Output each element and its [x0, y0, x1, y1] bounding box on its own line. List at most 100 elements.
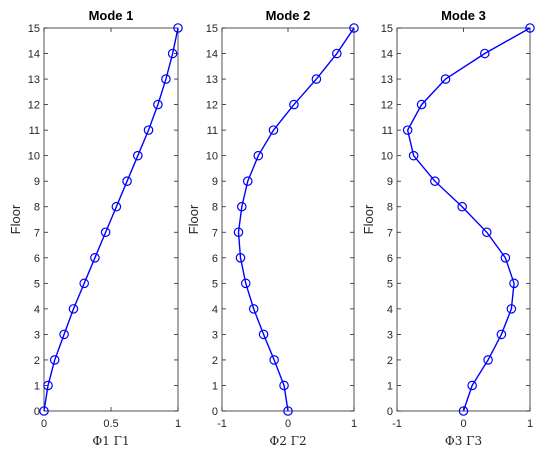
data-point-marker: [416, 99, 427, 110]
data-point-marker: [283, 406, 293, 416]
x-tick-label: 1: [351, 418, 357, 430]
y-tick-label: 0: [387, 406, 393, 418]
plot-area: [221, 27, 355, 412]
y-tick-label: 3: [212, 329, 218, 341]
y-tick-label: 12: [381, 100, 393, 112]
y-tick-label: 14: [381, 49, 393, 61]
chart-title: Mode 1: [89, 8, 134, 23]
y-tick-label: 12: [206, 100, 218, 112]
data-point-marker: [506, 304, 517, 314]
y-tick-label: 8: [387, 202, 393, 214]
y-tick-label: 2: [212, 355, 218, 367]
data-point-marker: [242, 176, 253, 186]
y-tick-label: 7: [212, 227, 218, 239]
data-point-marker: [479, 48, 490, 59]
data-point-marker: [153, 99, 163, 110]
series-line: [237, 27, 355, 412]
y-tick-label: 5: [212, 278, 218, 290]
data-point-marker: [483, 355, 493, 365]
y-tick-label: 6: [34, 253, 40, 265]
data-point-marker: [111, 201, 122, 212]
x-axis-label: Φ3 Γ3: [445, 434, 482, 448]
data-point-marker: [525, 23, 535, 33]
y-tick-label: 9: [34, 176, 40, 188]
x-tick-label: 0: [460, 418, 466, 430]
data-point-marker: [237, 201, 247, 212]
y-tick-label: 9: [212, 176, 218, 188]
x-tick-label: 1: [175, 418, 181, 430]
y-tick-label: 4: [34, 304, 40, 316]
y-tick-label: 10: [206, 151, 218, 163]
data-point-marker: [240, 278, 251, 289]
y-tick-label: 11: [207, 125, 218, 137]
data-point-marker: [440, 74, 451, 84]
y-tick-label: 10: [381, 151, 393, 163]
data-point-marker: [258, 329, 269, 340]
data-point-marker: [90, 252, 100, 263]
y-tick-label: 6: [212, 253, 218, 265]
data-point-marker: [248, 304, 259, 314]
data-point-marker: [39, 406, 49, 416]
y-tick-label: 13: [28, 74, 40, 86]
data-point-marker: [253, 150, 264, 161]
data-point-marker: [79, 278, 89, 289]
y-tick-label: 11: [382, 125, 393, 137]
data-point-marker: [458, 406, 469, 416]
y-tick-label: 4: [212, 304, 218, 316]
data-point-marker: [143, 125, 154, 135]
data-point-marker: [68, 304, 79, 314]
y-tick-label: 0: [34, 406, 40, 418]
y-tick-label: 2: [387, 355, 393, 367]
x-tick-label: -1: [392, 418, 402, 430]
y-tick-label: 5: [34, 278, 40, 290]
data-point-marker: [268, 125, 279, 135]
x-tick-label: 0: [285, 418, 291, 430]
data-point-marker: [167, 48, 178, 59]
chart-title: Mode 3: [441, 8, 486, 23]
data-point-marker: [481, 227, 492, 238]
series-line: [406, 27, 531, 412]
y-tick-label: 8: [34, 202, 40, 214]
y-tick-label: 7: [34, 227, 40, 239]
data-point-marker: [402, 125, 413, 135]
y-tick-label: 0: [212, 406, 218, 418]
x-tick-label: 0.5: [103, 418, 118, 430]
y-tick-label: 15: [28, 23, 40, 35]
data-point-marker: [289, 99, 299, 110]
y-axis-label: Floor: [186, 204, 201, 234]
y-tick-label: 12: [28, 100, 40, 112]
y-axis-label: Floor: [361, 204, 376, 234]
data-point-marker: [467, 380, 477, 391]
x-tick-label: 0: [41, 418, 47, 430]
x-axis-label: Φ2 Γ2: [269, 434, 306, 448]
y-tick-label: 8: [212, 202, 218, 214]
y-tick-label: 3: [34, 329, 40, 341]
data-point-marker: [496, 329, 507, 340]
data-point-marker: [133, 150, 143, 161]
y-tick-label: 11: [29, 125, 40, 137]
data-point-marker: [311, 74, 322, 84]
data-point-marker: [269, 355, 279, 365]
y-tick-label: 3: [387, 329, 393, 341]
data-point-marker: [349, 23, 359, 33]
data-point-marker: [235, 252, 246, 263]
y-tick-label: 10: [28, 151, 40, 163]
y-tick-label: 4: [387, 304, 393, 316]
data-point-marker: [509, 278, 519, 289]
data-point-marker: [500, 252, 511, 263]
data-point-marker: [408, 150, 419, 161]
chart-title: Mode 2: [266, 8, 311, 23]
data-point-marker: [279, 380, 289, 391]
data-point-marker: [332, 48, 342, 59]
y-tick-label: 7: [387, 227, 393, 239]
y-axis-label: Floor: [8, 204, 23, 234]
y-tick-label: 13: [206, 74, 218, 86]
y-tick-label: 5: [387, 278, 393, 290]
y-tick-label: 15: [381, 23, 393, 35]
data-point-marker: [100, 227, 111, 238]
plot-area: [396, 27, 531, 412]
y-tick-label: 1: [34, 380, 40, 392]
